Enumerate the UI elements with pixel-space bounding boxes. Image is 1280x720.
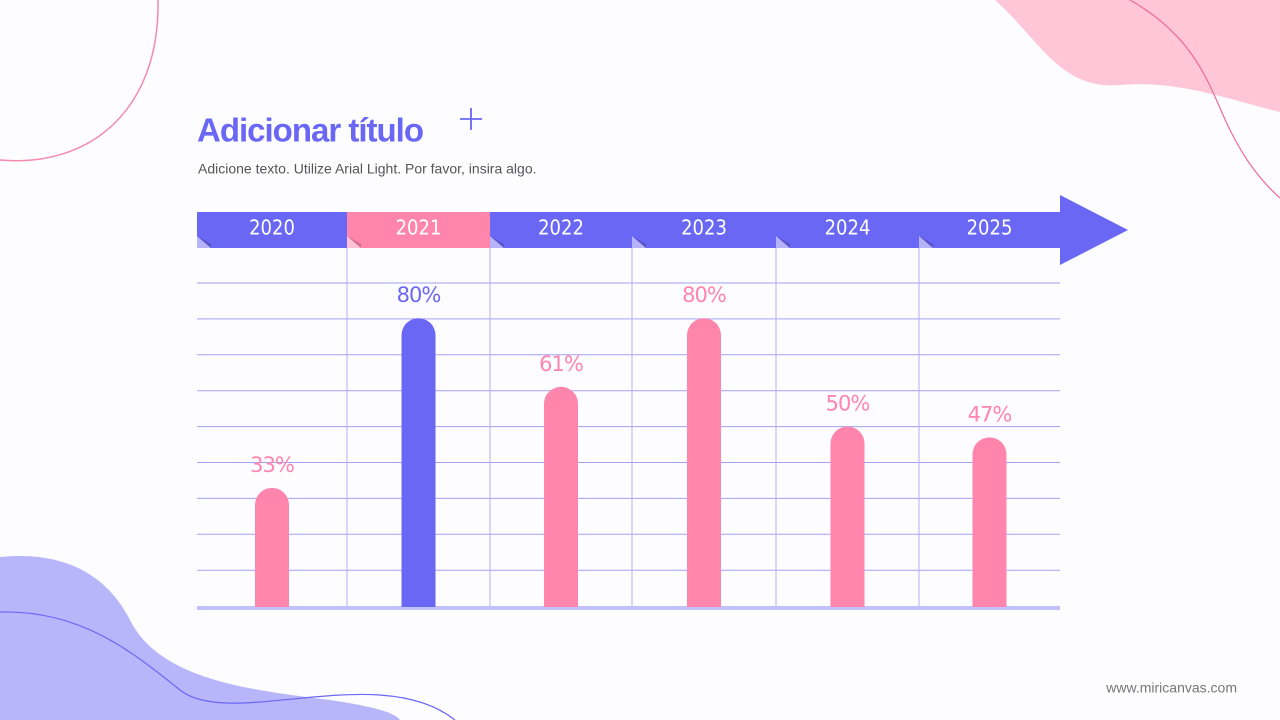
bar (544, 386, 578, 607)
bar (255, 487, 289, 607)
bar (830, 426, 865, 607)
value-label: 80% (682, 283, 726, 307)
value-label: 61% (539, 352, 583, 376)
tab-fold (919, 236, 933, 248)
tab-fold-shade (347, 236, 361, 248)
value-label: 47% (968, 402, 1012, 426)
year-tab (776, 212, 919, 248)
plus-icon (460, 108, 482, 130)
year-tab (197, 212, 347, 248)
source: www.miricanvas.com (1105, 680, 1237, 696)
tab-fold-shade (776, 236, 790, 248)
baseline (197, 606, 1060, 610)
year-tab (919, 212, 1060, 248)
tab-fold (776, 236, 790, 248)
tab-fold-shade (490, 236, 504, 248)
pink-arc (0, 0, 159, 162)
value-label: 80% (397, 283, 441, 307)
year-label: 2025 (967, 216, 1013, 240)
purple-curve (0, 611, 456, 720)
year-label: 2024 (825, 216, 871, 240)
tab-fold-shade (197, 236, 211, 248)
bar (972, 437, 1007, 607)
arrow-head (1060, 195, 1128, 265)
subtitle: Adicione texto. Utilize Arial Light. Por… (198, 161, 537, 177)
pink-curve (1129, 0, 1280, 199)
bar (687, 318, 721, 607)
value-label: 50% (826, 392, 870, 416)
year-label: 2022 (538, 216, 584, 240)
tab-fold (632, 236, 646, 248)
tab-fold-shade (919, 236, 933, 248)
tab-fold-shade (632, 236, 646, 248)
bar (401, 318, 436, 607)
tab-fold (347, 236, 361, 248)
tab-fold (197, 236, 211, 248)
year-tab (347, 212, 490, 248)
year-tab (632, 212, 776, 248)
year-label: 2021 (396, 216, 442, 240)
year-label: 2020 (249, 216, 295, 240)
tab-fold (490, 236, 504, 248)
purple-blob (0, 555, 400, 720)
title: Adicionar título (197, 112, 423, 149)
year-label: 2023 (681, 216, 727, 240)
value-label: 33% (250, 453, 294, 477)
plot: 2020 33% 2021 80% 2022 61% 2023 80% 2024 50% 2025 4… (197, 212, 1060, 607)
grid (197, 248, 1060, 610)
year-tab (490, 212, 632, 248)
